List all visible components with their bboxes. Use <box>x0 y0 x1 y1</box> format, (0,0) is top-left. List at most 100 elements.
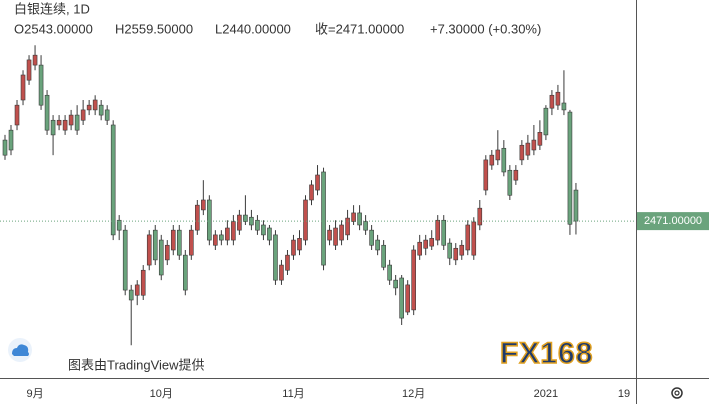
candle-body <box>441 219 447 246</box>
candle-body <box>273 234 278 281</box>
candle-body <box>26 59 32 81</box>
candle-body <box>525 142 531 156</box>
candle-body <box>2 139 8 156</box>
candle-body <box>501 147 507 173</box>
candle-body <box>285 254 290 271</box>
candle-body <box>297 238 302 251</box>
candle-body <box>495 149 501 161</box>
candle-body <box>435 219 441 241</box>
candle-body <box>219 234 224 241</box>
candle-body <box>243 214 248 222</box>
x-tick-label: 10月 <box>150 388 173 400</box>
candle-body <box>531 139 537 151</box>
candle-body <box>98 104 104 116</box>
watermark: FX168 <box>500 337 593 370</box>
candle-body <box>86 104 92 111</box>
candle-body <box>92 99 98 111</box>
candle-body <box>56 119 62 126</box>
candle-body <box>537 132 543 146</box>
candle-body <box>122 229 128 291</box>
candle-body <box>471 221 477 256</box>
candle-body <box>140 269 146 296</box>
x-tick-label: 12月 <box>402 388 425 400</box>
candle-body <box>507 169 513 196</box>
candle-body <box>315 174 320 191</box>
candle-body <box>543 107 549 136</box>
candle-body <box>170 229 176 251</box>
candle-body <box>393 279 398 289</box>
candle-body <box>555 91 561 106</box>
x-tick-label: 19 <box>618 388 630 400</box>
ohlc-value: O2543.00000 <box>14 21 93 36</box>
candle-body <box>116 219 122 231</box>
candle-body <box>375 239 380 251</box>
candle-body <box>158 239 164 276</box>
candle-body <box>303 199 308 241</box>
candle-body <box>321 171 326 266</box>
candle-body <box>195 204 200 231</box>
candle-body <box>453 247 459 261</box>
candle-body <box>339 224 344 241</box>
candle-body <box>357 212 362 226</box>
candle-body <box>459 244 465 256</box>
candle-body <box>411 249 416 311</box>
candle-body <box>369 229 374 246</box>
candle-body <box>279 264 284 281</box>
candle-body <box>237 214 242 231</box>
chart-title: 白银连续, 1D <box>14 1 90 16</box>
tv-logo <box>8 338 32 362</box>
candle-body <box>32 54 38 66</box>
candle-body <box>68 114 74 126</box>
candle-body <box>225 227 230 241</box>
candle-body <box>261 224 266 236</box>
candle-body <box>417 241 422 256</box>
candle-body <box>405 284 410 313</box>
settings-icon[interactable] <box>671 387 683 399</box>
candle-body <box>351 212 356 222</box>
candle-body <box>549 94 555 109</box>
candle-body <box>327 229 332 241</box>
candle-body <box>128 289 134 301</box>
candle-body <box>267 227 272 241</box>
candle-body <box>80 109 86 121</box>
credit: 图表由TradingView提供 <box>68 357 205 372</box>
candle-body <box>489 154 495 166</box>
candle-body <box>50 119 56 136</box>
candle-body <box>429 238 435 247</box>
candle-body <box>573 189 579 222</box>
candle-body <box>387 264 392 281</box>
candle-body <box>201 199 206 211</box>
candle-body <box>38 64 44 106</box>
last-price-label: 2471.00000 <box>644 215 702 227</box>
candle-body <box>447 242 453 259</box>
candle-body <box>399 277 404 319</box>
candle-body <box>189 229 194 256</box>
gear-hub[interactable] <box>674 390 680 396</box>
candle-body <box>104 109 110 121</box>
candle-body <box>20 74 26 101</box>
candle-body <box>561 102 567 111</box>
candle-body <box>513 169 519 181</box>
candle-body <box>309 184 314 201</box>
candle-body <box>477 207 483 226</box>
ohlc-value: 收=2471.00000 <box>315 21 404 36</box>
candle-body <box>110 124 116 236</box>
candle-body <box>423 239 429 249</box>
candle-body <box>519 144 525 161</box>
candle-body <box>381 244 386 268</box>
candle-body <box>74 114 80 131</box>
x-tick-label: 9月 <box>26 388 43 400</box>
gear[interactable] <box>671 387 683 399</box>
candle-body <box>213 234 218 246</box>
last-price-box <box>637 212 709 231</box>
candle-body <box>134 284 140 296</box>
candle-body <box>207 199 212 241</box>
candle-body <box>291 239 296 256</box>
candle-body <box>152 229 158 261</box>
candle-body <box>44 94 50 131</box>
logo-cloud <box>12 344 29 356</box>
candle-body <box>483 159 489 191</box>
